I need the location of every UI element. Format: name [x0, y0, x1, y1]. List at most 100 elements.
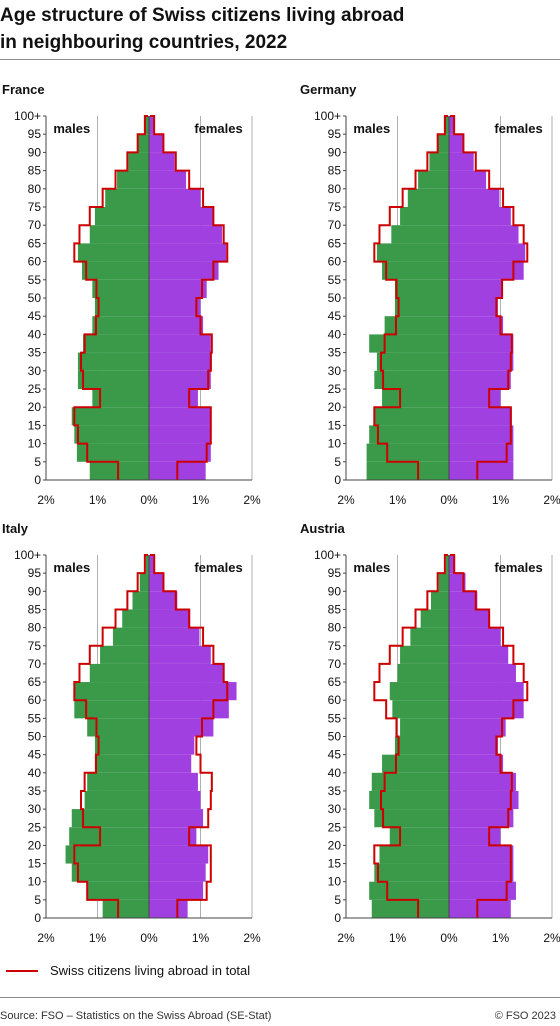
- female-bar: [149, 591, 178, 610]
- female-bar: [149, 881, 204, 900]
- female-bar: [449, 772, 516, 791]
- pyramid-italy: Italy 0 5 10 15 20 25 30 35 40 45 50 55 60 65 70 75 80 85 9…: [2, 521, 261, 945]
- y-tick-label: 30: [28, 802, 42, 816]
- males-label: males: [353, 560, 390, 575]
- male-bar: [382, 261, 449, 280]
- y-tick-label: 40: [28, 327, 42, 341]
- female-bar: [449, 389, 501, 408]
- female-bar: [149, 352, 212, 371]
- y-tick-label: 30: [328, 364, 342, 378]
- total-outline-females: [150, 554, 229, 918]
- pyramid-charts: France0510152025303540455055606570758085…: [2, 82, 560, 945]
- male-bar: [389, 827, 449, 846]
- female-bar: [149, 682, 237, 701]
- y-tick-label: 60: [328, 255, 342, 269]
- y-tick-label: 15: [28, 418, 42, 432]
- female-bar: [449, 573, 466, 592]
- y-tick-label: 55: [28, 711, 42, 725]
- female-bar: [449, 754, 504, 773]
- female-bar: [449, 425, 514, 444]
- male-bar: [65, 845, 149, 864]
- total-outline-females: [450, 115, 529, 480]
- y-tick-label: 90: [28, 584, 42, 598]
- y-tick-label: 0: [334, 473, 341, 487]
- panel-title: Germany: [300, 82, 357, 97]
- female-bar: [149, 116, 155, 135]
- y-tick-label: 50: [28, 730, 42, 744]
- y-tick-label: 35: [28, 346, 42, 360]
- y-tick-label: 50: [328, 730, 342, 744]
- x-tick-label: 2%: [543, 931, 560, 945]
- y-tick-label: 30: [28, 364, 42, 378]
- y-tick-label: 5: [334, 893, 341, 907]
- x-tick-label: 1%: [492, 493, 510, 507]
- female-bar: [449, 298, 498, 317]
- male-bar: [102, 899, 149, 918]
- female-bar: [449, 243, 526, 262]
- female-bar: [449, 316, 504, 335]
- male-bar: [391, 225, 449, 244]
- male-bar: [89, 663, 149, 683]
- female-bar: [149, 279, 207, 298]
- male-bar: [77, 370, 149, 389]
- y-tick-label: 25: [28, 820, 42, 834]
- y-tick-label: 60: [28, 255, 42, 269]
- y-tick-label: 80: [328, 621, 342, 635]
- female-bar: [449, 845, 514, 864]
- females-label: females: [194, 121, 242, 136]
- female-bar: [149, 407, 211, 426]
- y-tick-label: 45: [328, 748, 342, 762]
- male-bar: [382, 389, 449, 408]
- y-tick-label: 80: [328, 182, 342, 196]
- male-bar: [74, 700, 149, 719]
- female-bar: [149, 845, 209, 864]
- female-bar: [449, 663, 516, 683]
- female-bar: [149, 188, 201, 207]
- x-tick-label: 1%: [389, 931, 407, 945]
- male-bar: [389, 682, 449, 701]
- female-bar: [449, 461, 514, 480]
- male-bar: [137, 134, 149, 153]
- title-line-2: in neighbouring countries, 2022: [0, 32, 288, 53]
- male-bar: [400, 207, 449, 226]
- female-bar: [449, 700, 524, 719]
- male-bar: [117, 170, 149, 189]
- female-bar: [449, 116, 451, 117]
- female-bar: [149, 134, 163, 153]
- females-label: females: [494, 560, 542, 575]
- x-tick-label: 0%: [440, 931, 458, 945]
- female-bar: [449, 207, 511, 226]
- female-bar: [149, 555, 151, 556]
- female-bar: [149, 316, 204, 335]
- female-bar: [149, 573, 165, 592]
- female-bar: [149, 170, 187, 189]
- female-bar: [149, 863, 206, 882]
- male-bar: [369, 790, 449, 810]
- female-bar: [449, 609, 490, 628]
- male-bar: [444, 116, 449, 135]
- female-bar: [149, 152, 175, 171]
- female-bar: [449, 188, 500, 207]
- male-bar: [71, 407, 149, 426]
- y-tick-label: 70: [328, 218, 342, 232]
- x-tick-label: 1%: [192, 493, 210, 507]
- male-bar: [394, 298, 449, 317]
- female-bar: [449, 170, 487, 189]
- male-bar: [77, 352, 149, 371]
- male-bar: [376, 352, 449, 371]
- total-outline-males: [73, 554, 148, 918]
- page-title: Age structure of Swiss citizens living a…: [0, 2, 540, 56]
- y-tick-label: 55: [328, 711, 342, 725]
- male-bar: [132, 591, 149, 610]
- total-outline-females: [450, 554, 529, 918]
- female-bar: [449, 116, 455, 135]
- x-tick-label: 0%: [140, 931, 158, 945]
- female-bar: [449, 790, 519, 810]
- male-bar: [394, 279, 449, 298]
- male-bar: [92, 316, 149, 335]
- male-bar: [369, 334, 449, 353]
- male-bar: [369, 425, 449, 444]
- y-tick-label: 90: [328, 145, 342, 159]
- male-bar: [430, 591, 449, 610]
- footer-divider: [0, 997, 560, 998]
